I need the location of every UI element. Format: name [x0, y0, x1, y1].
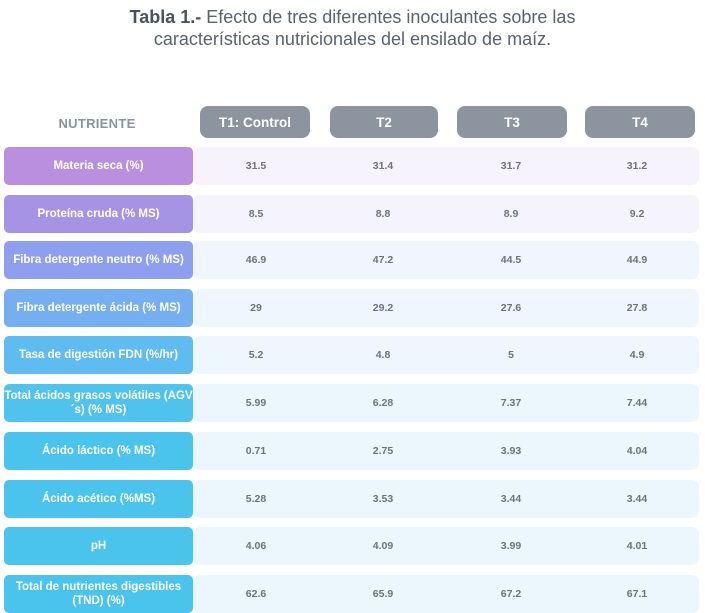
table-row: [193, 432, 699, 470]
column-header-t4: T4: [585, 106, 695, 138]
table-row: [193, 147, 699, 185]
table-cell: 3.44: [626, 493, 648, 505]
table-cell: 8.8: [375, 208, 391, 220]
title-line2: características nutricionales del ensila…: [153, 29, 552, 49]
table-cell: 65.9: [372, 588, 394, 600]
table-cell: 27.6: [500, 302, 522, 314]
table-cell: 5.2: [248, 349, 264, 361]
table-cell: 9.2: [629, 208, 645, 220]
column-header-t1: T1: Control: [200, 106, 310, 138]
nutrient-header: NUTRIENTE: [58, 115, 136, 131]
table-row: [193, 384, 699, 422]
table-cell: 31.7: [500, 160, 522, 172]
table-cell: 3.44: [500, 493, 522, 505]
title-prefix: Tabla 1.-: [129, 7, 202, 27]
table-cell: 7.37: [500, 397, 522, 409]
table-row: [193, 289, 699, 327]
table-cell: 29.2: [372, 302, 394, 314]
table-cell: 7.44: [626, 397, 648, 409]
table-cell: 3.53: [372, 493, 394, 505]
table-cell: 5.28: [245, 493, 267, 505]
title-line1: Efecto de tres diferentes inoculantes so…: [201, 7, 576, 27]
table-row: [193, 336, 699, 374]
table-cell: 29: [250, 302, 262, 314]
table-row: [193, 195, 699, 233]
table-row: [193, 241, 699, 279]
table-cell: 27.8: [626, 302, 648, 314]
row-label: Proteína cruda (% MS): [4, 195, 193, 233]
table-cell: 5.99: [245, 397, 267, 409]
row-label: Fibra detergente ácida (% MS): [4, 289, 193, 327]
row-label: Materia seca (%): [4, 147, 193, 185]
table-cell: 31.2: [626, 160, 648, 172]
table-cell: 47.2: [372, 254, 394, 266]
row-label: Total ácidos grasos volátiles (AGV´s) (%…: [4, 384, 193, 422]
table-cell: 31.5: [245, 160, 267, 172]
table-cell: 8.9: [503, 208, 519, 220]
table-cell: 3.93: [500, 445, 522, 457]
column-header-t3: T3: [457, 106, 567, 138]
table-row: [193, 480, 699, 518]
table-cell: 0.71: [245, 445, 267, 457]
row-label: Tasa de digestión FDN (%/hr): [4, 336, 193, 374]
table-cell: 3.99: [500, 540, 522, 552]
row-label: Ácido acético (%MS): [4, 480, 193, 518]
table-cell: 46.9: [245, 254, 267, 266]
table-title: Tabla 1.- Efecto de tres diferentes inoc…: [0, 6, 705, 50]
table-row: [193, 527, 699, 565]
row-label: Ácido láctico (% MS): [4, 432, 193, 470]
table-cell: 8.5: [248, 208, 264, 220]
table-cell: 5: [508, 349, 514, 361]
row-label: pH: [4, 527, 193, 565]
table-cell: 44.9: [626, 254, 648, 266]
table-cell: 4.06: [245, 540, 267, 552]
table-cell: 67.2: [500, 588, 522, 600]
column-header-t2: T2: [330, 106, 438, 138]
row-label: Fibra detergente neutro (% MS): [4, 241, 193, 279]
table-row: [193, 575, 699, 613]
table-cell: 4.9: [629, 349, 645, 361]
row-label: Total de nutrientes digestibles (TND) (%…: [4, 575, 193, 613]
table-cell: 2.75: [372, 445, 394, 457]
table-cell: 31.4: [372, 160, 394, 172]
table-cell: 62.6: [245, 588, 267, 600]
table-cell: 4.8: [375, 349, 391, 361]
table-cell: 44.5: [500, 254, 522, 266]
table-cell: 4.01: [626, 540, 648, 552]
table-cell: 67.1: [626, 588, 648, 600]
table-cell: 4.09: [372, 540, 394, 552]
table-cell: 4.04: [626, 445, 648, 457]
table-cell: 6.28: [372, 397, 394, 409]
